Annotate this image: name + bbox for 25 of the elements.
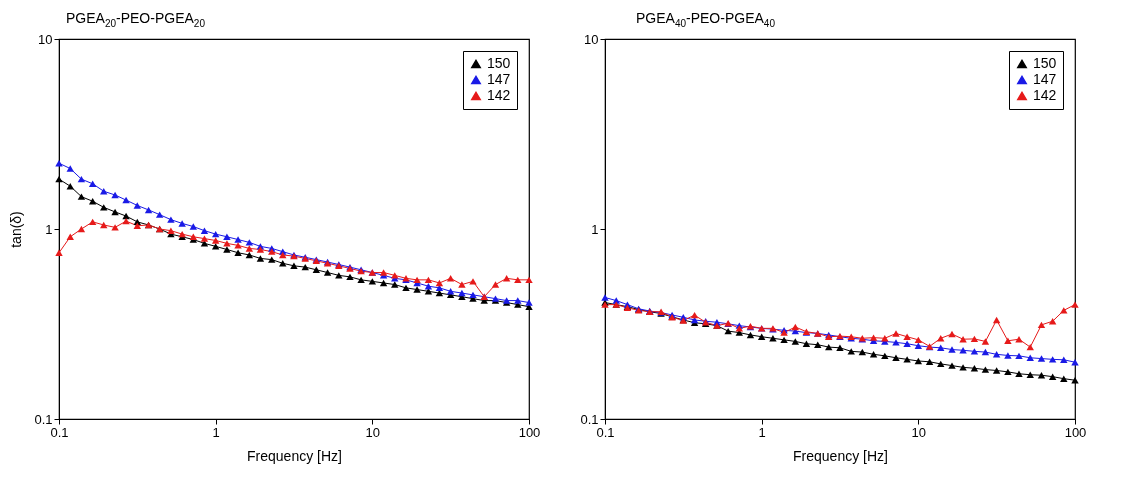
x-tick-label: 10 [911, 424, 927, 440]
y-tick-label: 1 [591, 221, 599, 237]
legend-label: 142 [1033, 87, 1057, 103]
x-tick-label: 1 [758, 424, 766, 440]
x-tick-label: 100 [1064, 424, 1087, 440]
x-tick-label: 0.1 [596, 424, 615, 440]
chart-title: PGEA$_{20}$-PEO-PGEA$_{20}$ [66, 10, 205, 29]
x-tick-label: 1 [212, 424, 220, 440]
y-tick-label: 0.1 [580, 411, 599, 427]
legend-label: 150 [1033, 55, 1057, 71]
x-axis-title: Frequency [Hz] [793, 447, 888, 464]
legend-label: 142 [487, 87, 511, 103]
y-tick-label: 10 [584, 31, 599, 47]
legend-label: 147 [487, 71, 511, 87]
x-tick-label: 0.1 [50, 424, 69, 440]
x-tick-label: 10 [365, 424, 381, 440]
y-tick-label: 1 [45, 221, 53, 237]
chart-title: PGEA$_{40}$-PEO-PGEA$_{40}$ [636, 10, 775, 29]
x-axis-title: Frequency [Hz] [247, 447, 342, 464]
y-tick-label: 10 [38, 31, 53, 47]
y-axis-title: tan(δ) [8, 211, 25, 248]
x-tick-label: 100 [518, 424, 541, 440]
y-tick-label: 0.1 [34, 411, 53, 427]
legend-label: 147 [1033, 71, 1057, 87]
legend-label: 150 [487, 55, 511, 71]
